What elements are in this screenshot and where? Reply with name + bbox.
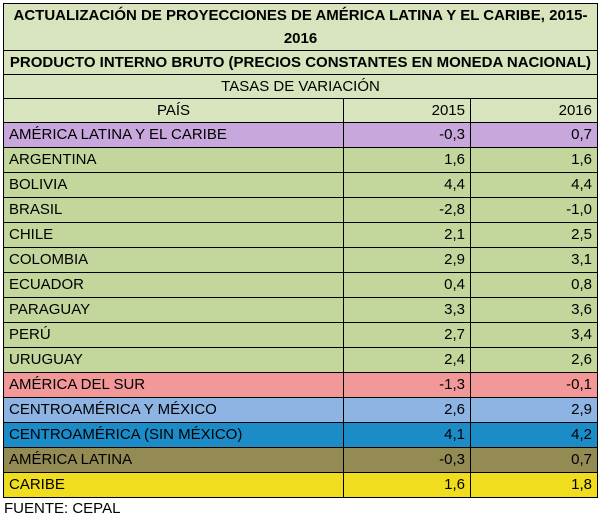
- table-row: AMÉRICA DEL SUR -1,3 -0,1: [3, 372, 598, 398]
- caption-row: TASAS DE VARIACIÓN: [3, 74, 598, 99]
- country-cell: CENTROAMÉRICA Y MÉXICO: [3, 397, 344, 423]
- country-cell: CHILE: [3, 222, 344, 248]
- column-header-2015: 2015: [343, 98, 471, 123]
- value-2016-cell: 1,6: [470, 147, 598, 173]
- country-cell: ECUADOR: [3, 272, 344, 298]
- subtitle-row: PRODUCTO INTERNO BRUTO (PRECIOS CONSTANT…: [3, 50, 598, 75]
- table-row: PERÚ 2,7 3,4: [3, 322, 598, 348]
- table-row: CENTROAMÉRICA (SIN MÉXICO) 4,1 4,2: [3, 422, 598, 448]
- table-row: CENTROAMÉRICA Y MÉXICO 2,6 2,9: [3, 397, 598, 423]
- value-2016-cell: 2,6: [470, 347, 598, 373]
- value-2016-cell: 0,7: [470, 447, 598, 473]
- value-2016-cell: 2,9: [470, 397, 598, 423]
- value-2016-cell: -1,0: [470, 197, 598, 223]
- value-2015-cell: 2,6: [343, 397, 471, 423]
- value-2015-cell: -0,3: [343, 122, 471, 148]
- country-cell: PARAGUAY: [3, 297, 344, 323]
- table-row: CARIBE 1,6 1,8: [3, 472, 598, 498]
- table-row: AMÉRICA LATINA Y EL CARIBE -0,3 0,7: [3, 122, 598, 148]
- value-2015-cell: 2,9: [343, 247, 471, 273]
- country-cell: COLOMBIA: [3, 247, 344, 273]
- country-cell: AMÉRICA LATINA Y EL CARIBE: [3, 122, 344, 148]
- country-cell: CENTROAMÉRICA (SIN MÉXICO): [3, 422, 344, 448]
- value-2015-cell: 4,4: [343, 172, 471, 198]
- value-2016-cell: 4,4: [470, 172, 598, 198]
- country-cell: AMÉRICA LATINA: [3, 447, 344, 473]
- table-row: CHILE 2,1 2,5: [3, 222, 598, 248]
- country-cell: BOLIVIA: [3, 172, 344, 198]
- title-row: ACTUALIZACIÓN DE PROYECCIONES DE AMÉRICA…: [3, 3, 598, 51]
- value-2015-cell: 3,3: [343, 297, 471, 323]
- column-header-country: PAÍS: [3, 98, 344, 123]
- value-2015-cell: 1,6: [343, 472, 471, 498]
- column-header-row: PAÍS 2015 2016: [3, 98, 598, 123]
- value-2016-cell: 3,1: [470, 247, 598, 273]
- table-row: BOLIVIA 4,4 4,4: [3, 172, 598, 198]
- value-2015-cell: 0,4: [343, 272, 471, 298]
- value-2015-cell: 1,6: [343, 147, 471, 173]
- value-2015-cell: -0,3: [343, 447, 471, 473]
- value-2016-cell: 2,5: [470, 222, 598, 248]
- table-row: URUGUAY 2,4 2,6: [3, 347, 598, 373]
- table-row: ARGENTINA 1,6 1,6: [3, 147, 598, 173]
- value-2015-cell: 4,1: [343, 422, 471, 448]
- value-2016-cell: 0,8: [470, 272, 598, 298]
- value-2015-cell: 2,4: [343, 347, 471, 373]
- table-title: ACTUALIZACIÓN DE PROYECCIONES DE AMÉRICA…: [3, 3, 598, 51]
- value-2015-cell: 2,1: [343, 222, 471, 248]
- table-row: ECUADOR 0,4 0,8: [3, 272, 598, 298]
- value-2016-cell: 0,7: [470, 122, 598, 148]
- value-2016-cell: 3,6: [470, 297, 598, 323]
- country-cell: ARGENTINA: [3, 147, 344, 173]
- country-cell: CARIBE: [3, 472, 344, 498]
- country-cell: BRASIL: [3, 197, 344, 223]
- table-row: PARAGUAY 3,3 3,6: [3, 297, 598, 323]
- value-2015-cell: 2,7: [343, 322, 471, 348]
- column-header-2016: 2016: [470, 98, 598, 123]
- table-row: AMÉRICA LATINA -0,3 0,7: [3, 447, 598, 473]
- table-caption: TASAS DE VARIACIÓN: [3, 74, 598, 99]
- source-note: FUENTE: CEPAL: [4, 500, 121, 517]
- country-cell: AMÉRICA DEL SUR: [3, 372, 344, 398]
- value-2016-cell: 3,4: [470, 322, 598, 348]
- value-2016-cell: -0,1: [470, 372, 598, 398]
- table-row: BRASIL -2,8 -1,0: [3, 197, 598, 223]
- value-2016-cell: 1,8: [470, 472, 598, 498]
- value-2015-cell: -2,8: [343, 197, 471, 223]
- table-row: COLOMBIA 2,9 3,1: [3, 247, 598, 273]
- table-subtitle: PRODUCTO INTERNO BRUTO (PRECIOS CONSTANT…: [3, 50, 598, 75]
- country-cell: PERÚ: [3, 322, 344, 348]
- country-cell: URUGUAY: [3, 347, 344, 373]
- value-2016-cell: 4,2: [470, 422, 598, 448]
- gdp-projection-table: ACTUALIZACIÓN DE PROYECCIONES DE AMÉRICA…: [3, 3, 598, 498]
- value-2015-cell: -1,3: [343, 372, 471, 398]
